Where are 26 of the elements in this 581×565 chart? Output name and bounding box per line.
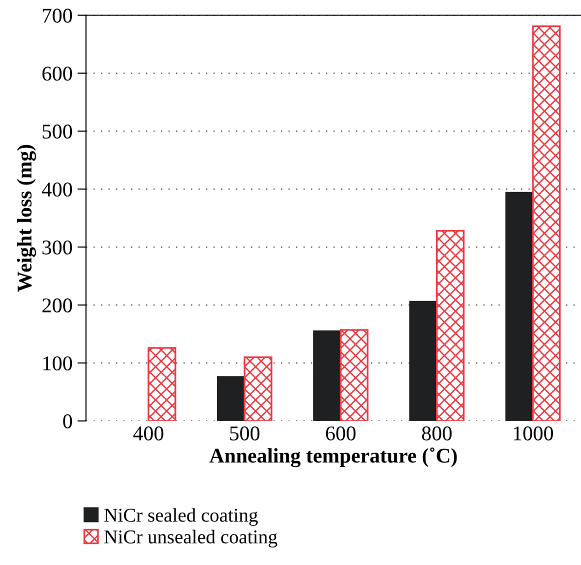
bar xyxy=(436,230,465,421)
x-tick-label: 800 xyxy=(422,426,452,440)
y-tick-label: 500 xyxy=(42,124,72,139)
bar xyxy=(532,25,561,421)
bar xyxy=(216,376,246,421)
x-tick-label: 400 xyxy=(133,426,164,440)
y-tick-label: 100 xyxy=(43,356,72,370)
y-tick-label: 300 xyxy=(42,240,72,254)
bar xyxy=(505,192,534,421)
y-tick-label: 400 xyxy=(42,182,72,197)
y-tick-label: 200 xyxy=(42,298,72,312)
y-tick-label: 0 xyxy=(63,414,72,428)
x-axis-title: Annealing temperature (˚C) xyxy=(209,447,457,468)
y-tick-label: 700 xyxy=(42,8,72,23)
legend-label: NiCr unsealed coating xyxy=(104,530,278,548)
bar xyxy=(244,356,272,421)
y-tick-label: 600 xyxy=(42,66,72,81)
legend-label: NiCr sealed coating xyxy=(104,508,258,526)
bar xyxy=(409,300,438,421)
bar xyxy=(313,330,342,421)
y-axis-title: Weight loss (mg) xyxy=(16,144,36,292)
x-tick-label: 500 xyxy=(230,426,260,440)
bar xyxy=(340,329,368,421)
x-tick-label: 600 xyxy=(326,426,356,440)
bar xyxy=(148,347,176,421)
x-tick-label: 1000 xyxy=(514,426,553,440)
